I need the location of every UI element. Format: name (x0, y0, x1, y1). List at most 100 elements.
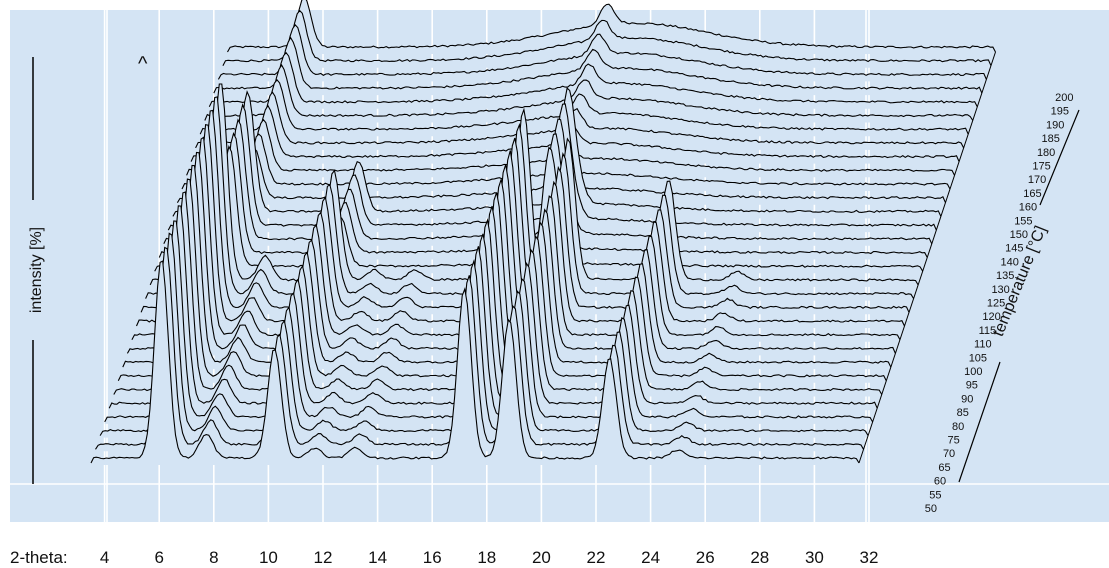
trace-mask-110 (145, 96, 914, 301)
x-tick-label-14: 14 (368, 548, 387, 567)
x-tick-label-10: 10 (259, 548, 278, 567)
temperature-label-150: 150 (1010, 229, 1028, 241)
trace-mask-135 (168, 103, 937, 233)
temperature-label-175: 175 (1032, 161, 1050, 173)
temperature-label-165: 165 (1023, 188, 1041, 200)
trace-mask-60 (100, 233, 869, 438)
x-tick-label-32: 32 (860, 548, 879, 567)
trace-85 (122, 164, 892, 368)
trace-mask-180 (209, 52, 978, 109)
temperature-label-160: 160 (1019, 202, 1037, 214)
x-tick-label-6: 6 (154, 548, 163, 567)
temperature-label-85: 85 (957, 407, 969, 419)
temperature-axis-rule-bottom (958, 361, 1001, 483)
temperature-label-95: 95 (966, 380, 978, 392)
x-tick-label-18: 18 (477, 548, 496, 567)
trace-mask-95 (131, 137, 900, 342)
trace-80 (117, 178, 887, 382)
trace-55 (95, 246, 864, 450)
temperature-label-190: 190 (1046, 119, 1064, 131)
temperature-label-185: 185 (1041, 133, 1059, 145)
trace-mask-115 (150, 84, 919, 287)
trace-mask-125 (159, 133, 928, 260)
trace-60 (99, 232, 869, 436)
trace-180 (208, 51, 978, 108)
x-tick-label-30: 30 (805, 548, 824, 567)
temperature-label-195: 195 (1051, 106, 1069, 118)
trace-170 (199, 79, 969, 135)
temperature-label-75: 75 (948, 435, 960, 447)
trace-mask-120 (154, 146, 923, 274)
trace-mask-190 (218, 24, 987, 82)
temperature-label-135: 135 (996, 270, 1014, 282)
trace-mask-55 (95, 247, 864, 452)
temperature-label-125: 125 (987, 298, 1005, 310)
caret-marker: ^ (138, 53, 148, 75)
trace-115 (149, 83, 919, 286)
temperature-label-130: 130 (991, 284, 1009, 296)
trace-mask-130 (163, 119, 932, 246)
trace-mask-65 (104, 221, 873, 424)
trace-195 (222, 9, 992, 66)
trace-65 (104, 220, 874, 423)
x-axis-prefix: 2-theta: (10, 548, 68, 567)
x-tick-label-28: 28 (750, 548, 769, 567)
diffraction-traces (90, 0, 996, 465)
temperature-label-65: 65 (938, 462, 950, 474)
y-axis-title: intensity [%] (28, 227, 45, 313)
x-tick-label-16: 16 (423, 548, 442, 567)
trace-mask-50 (91, 261, 859, 465)
trace-90 (126, 151, 896, 354)
trace-mask-140 (172, 88, 941, 219)
temperature-axis-rule-top (1039, 109, 1080, 206)
trace-50 (90, 260, 860, 464)
temperature-label-100: 100 (964, 366, 982, 378)
trace-mask-80 (118, 179, 887, 383)
temperature-label-110: 110 (974, 339, 992, 351)
x-tick-label-4: 4 (100, 548, 109, 567)
temperature-label-90: 90 (961, 393, 973, 405)
trace-mask-195 (222, 10, 991, 68)
temperature-label-140: 140 (1001, 256, 1019, 268)
temperature-label-170: 170 (1028, 174, 1046, 186)
temperature-label-145: 145 (1005, 243, 1023, 255)
temperature-label-70: 70 (943, 448, 955, 460)
trace-175 (204, 63, 974, 121)
trace-mask-100 (136, 124, 905, 328)
temperature-label-80: 80 (952, 421, 964, 433)
trace-200 (227, 0, 996, 53)
x-tick-label-22: 22 (587, 548, 606, 567)
trace-mask-170 (200, 79, 969, 137)
temperature-label-50: 50 (925, 503, 937, 515)
temperature-label-120: 120 (982, 311, 1000, 323)
temperature-label-60: 60 (934, 476, 946, 488)
temperature-labels: 2001951901851801751701651601551501451401… (925, 92, 1074, 515)
trace-mask-185 (213, 37, 982, 96)
trace-165 (195, 91, 965, 149)
x-tick-label-26: 26 (696, 548, 715, 567)
trace-190 (217, 24, 987, 80)
x-tick-label-20: 20 (532, 548, 551, 567)
trace-mask-90 (127, 152, 896, 356)
trace-stack-edge (858, 51, 996, 464)
trace-110 (145, 96, 915, 299)
trace-mask-105 (141, 110, 910, 315)
x-tick-label-12: 12 (314, 548, 333, 567)
trace-mask-85 (122, 165, 891, 370)
temperature-label-55: 55 (929, 489, 941, 501)
trace-mask-165 (195, 92, 964, 150)
trace-185 (213, 36, 983, 94)
temperature-label-180: 180 (1037, 147, 1055, 159)
temperature-label-200: 200 (1055, 92, 1073, 104)
x-tick-label-24: 24 (641, 548, 660, 567)
temperature-label-115: 115 (979, 325, 997, 337)
x-tick-labels: 4 6 8 10 12 14 16 18 20 22 24 26 28 30 32 (100, 548, 879, 567)
trace-105 (140, 109, 910, 313)
trace-mask-175 (204, 65, 973, 123)
trace-mask-200 (227, 0, 996, 54)
trace-100 (135, 124, 905, 327)
trace-mask-70 (109, 205, 878, 411)
trace-70 (108, 205, 878, 409)
temperature-label-155: 155 (1014, 215, 1032, 227)
